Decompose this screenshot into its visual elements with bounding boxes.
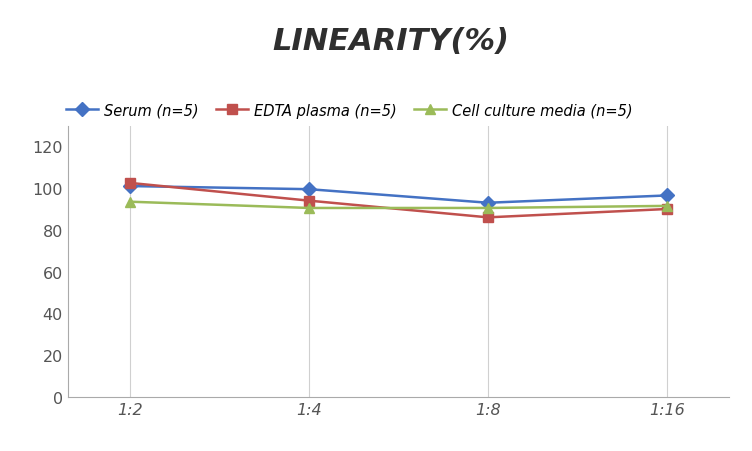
EDTA plasma (n=5)	[305, 198, 314, 204]
Cell culture media (n=5)	[305, 206, 314, 211]
EDTA plasma (n=5)	[126, 181, 135, 186]
Line: Cell culture media (n=5): Cell culture media (n=5)	[126, 198, 672, 213]
Serum (n=5)	[126, 184, 135, 189]
Text: LINEARITY(%): LINEARITY(%)	[272, 27, 510, 56]
Cell culture media (n=5)	[126, 199, 135, 205]
Cell culture media (n=5)	[663, 204, 672, 209]
EDTA plasma (n=5)	[663, 207, 672, 212]
Serum (n=5)	[484, 201, 493, 206]
EDTA plasma (n=5)	[484, 215, 493, 221]
Line: Serum (n=5): Serum (n=5)	[126, 182, 672, 208]
Legend: Serum (n=5), EDTA plasma (n=5), Cell culture media (n=5): Serum (n=5), EDTA plasma (n=5), Cell cul…	[60, 97, 638, 124]
Line: EDTA plasma (n=5): EDTA plasma (n=5)	[126, 179, 672, 223]
Serum (n=5)	[663, 193, 672, 199]
Serum (n=5)	[305, 187, 314, 193]
Cell culture media (n=5)	[484, 206, 493, 211]
